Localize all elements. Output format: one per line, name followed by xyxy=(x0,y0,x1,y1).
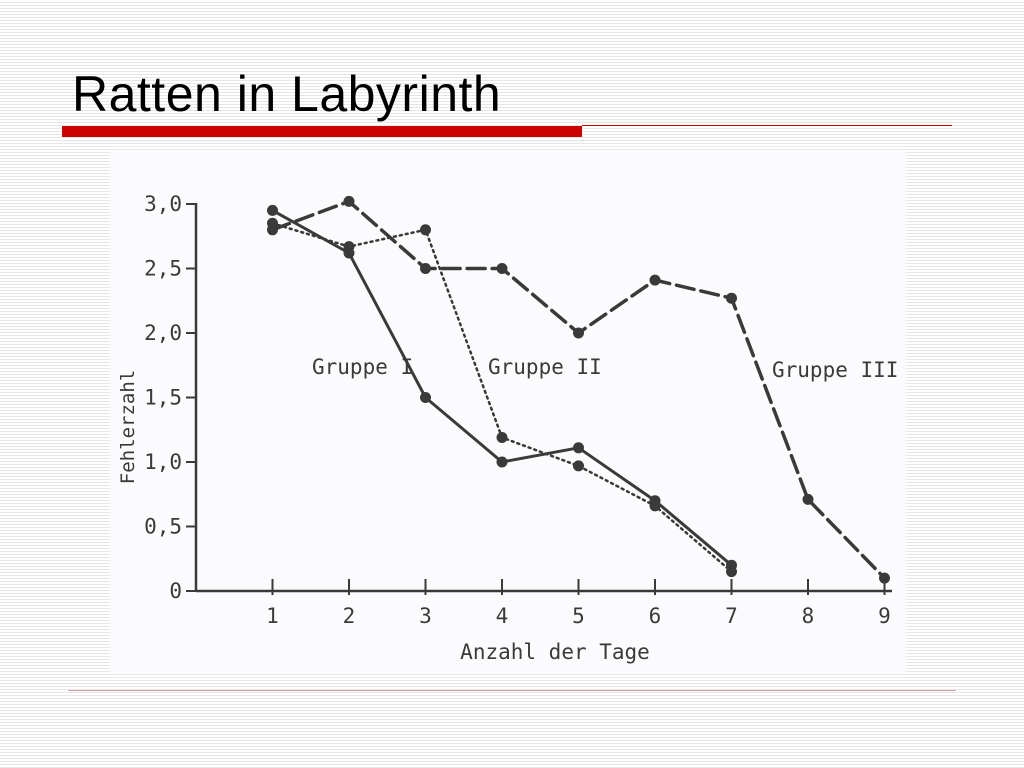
y-tick-label: 2,5 xyxy=(144,257,182,281)
slide-title: Ratten in Labyrinth xyxy=(72,66,502,122)
y-tick-label: 0 xyxy=(169,579,182,603)
data-point-gruppe-iii xyxy=(343,195,355,207)
x-tick-label: 4 xyxy=(496,604,509,628)
x-axis-label: Anzahl der Tage xyxy=(460,640,650,664)
data-point-gruppe-i xyxy=(573,442,584,454)
y-tick-label: 0,5 xyxy=(144,515,182,539)
series-points xyxy=(267,195,890,584)
series-lines xyxy=(270,199,887,580)
y-ticks: 0 0,5 1,0 1,5 2,0 2,5 3,0 xyxy=(144,192,196,603)
data-point-gruppe-iii xyxy=(726,292,737,304)
y-tick-label: 3,0 xyxy=(144,192,182,216)
y-tick-label: 2,0 xyxy=(144,321,182,345)
x-tick-label: 7 xyxy=(725,604,738,628)
data-point-gruppe-ii xyxy=(726,566,737,578)
series-label-gruppe-iii: Gruppe III xyxy=(772,358,898,382)
data-point-gruppe-iii xyxy=(267,224,278,236)
data-point-gruppe-ii xyxy=(573,460,584,472)
data-point-gruppe-ii xyxy=(649,500,661,512)
data-point-gruppe-i xyxy=(420,392,431,403)
data-point-gruppe-ii xyxy=(420,224,431,236)
series-labels: Gruppe I Gruppe II Gruppe III xyxy=(312,355,898,382)
series-line-gruppe-ii xyxy=(271,222,733,573)
data-point-gruppe-ii xyxy=(496,432,508,443)
footer-divider xyxy=(68,690,956,691)
series-label-gruppe-i: Gruppe I xyxy=(312,355,413,379)
data-point-gruppe-i xyxy=(267,204,278,216)
title-underline xyxy=(582,125,952,126)
x-tick-label: 1 xyxy=(266,604,279,628)
series-line-gruppe-iii xyxy=(270,199,887,580)
data-point-gruppe-iii xyxy=(879,572,890,584)
data-point-gruppe-ii xyxy=(343,241,355,253)
data-point-gruppe-iii xyxy=(802,493,814,505)
x-ticks: 1 2 3 4 5 6 7 8 9 xyxy=(266,579,891,628)
x-tick-label: 9 xyxy=(878,604,891,628)
data-point-gruppe-iii xyxy=(573,327,584,339)
data-point-gruppe-i xyxy=(496,456,508,468)
x-tick-label: 2 xyxy=(343,604,356,628)
data-point-gruppe-iii xyxy=(420,263,431,274)
x-tick-label: 5 xyxy=(572,604,585,628)
y-tick-label: 1,5 xyxy=(144,386,182,410)
x-tick-label: 6 xyxy=(649,604,662,628)
title-accent-bar xyxy=(62,126,582,137)
data-point-gruppe-iii xyxy=(649,274,661,286)
x-tick-label: 3 xyxy=(419,604,432,628)
y-axis-label: Fehlerzahl xyxy=(117,370,139,484)
data-point-gruppe-iii xyxy=(496,263,508,274)
x-tick-label: 8 xyxy=(802,604,815,628)
series-label-gruppe-ii: Gruppe II xyxy=(488,355,602,379)
y-tick-label: 1,0 xyxy=(144,450,182,474)
